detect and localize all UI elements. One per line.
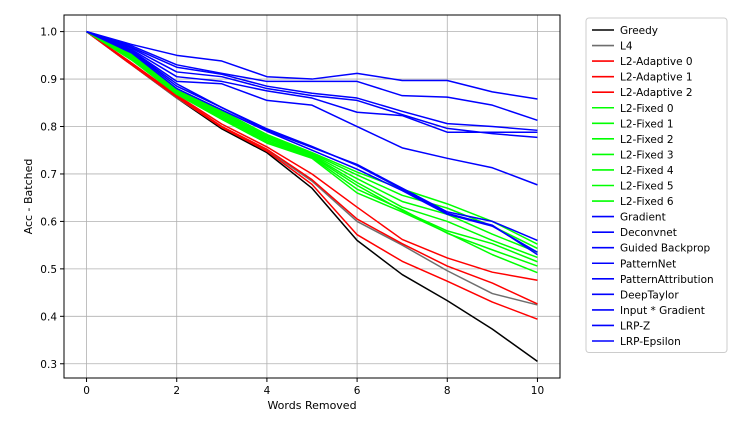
series-line-19 bbox=[86, 30, 538, 122]
x-axis-label: Words Removed bbox=[267, 399, 356, 412]
plot-frame bbox=[63, 14, 561, 379]
series-line-9 bbox=[86, 30, 538, 253]
y-tick-label: 1.0 bbox=[40, 27, 57, 39]
series-line-3 bbox=[86, 31, 538, 305]
legend-label: PatternAttribution bbox=[620, 274, 714, 286]
legend-label: L4 bbox=[620, 41, 633, 53]
y-axis-ticks: 0.3 0.4 0.5 0.6 0.7 0.8 0.9 1.0 bbox=[40, 27, 64, 371]
legend: Greedy L4 L2-Adaptive 0 L2-Adaptive 1 L2-Ada… bbox=[585, 17, 728, 354]
y-axis-label: Acc - Batched bbox=[22, 159, 35, 235]
series-line-20 bbox=[86, 30, 538, 100]
series-line-15 bbox=[86, 30, 538, 186]
legend-label: Deconvnet bbox=[620, 227, 677, 239]
legend-label: L2-Adaptive 2 bbox=[620, 87, 693, 99]
series-line-14 bbox=[86, 30, 538, 242]
legend-label: L2-Fixed 4 bbox=[620, 165, 674, 177]
series-line-6 bbox=[86, 30, 538, 267]
legend-label: L2-Fixed 6 bbox=[620, 196, 674, 208]
y-tick-label: 0.9 bbox=[40, 74, 57, 86]
series-line-16 bbox=[86, 30, 538, 133]
x-axis-ticks: 0 2 4 6 8 10 bbox=[83, 378, 544, 397]
x-tick-label: 8 bbox=[444, 385, 451, 397]
series-line-2 bbox=[86, 31, 538, 320]
legend-label: L2-Fixed 5 bbox=[620, 181, 674, 193]
legend-label: LRP-Z bbox=[620, 320, 650, 332]
legend-label: L2-Fixed 3 bbox=[620, 149, 674, 161]
series-line-10 bbox=[86, 30, 538, 250]
legend-label: Greedy bbox=[620, 25, 658, 37]
series-line-7 bbox=[86, 30, 538, 263]
series-line-13 bbox=[86, 30, 538, 256]
legend-label: L2-Fixed 0 bbox=[620, 103, 674, 115]
x-tick-label: 2 bbox=[173, 385, 180, 397]
series-line-12 bbox=[86, 30, 538, 253]
series-line-5 bbox=[86, 30, 538, 274]
legend-label: L2-Fixed 2 bbox=[620, 134, 674, 146]
legend-label: Input * Gradient bbox=[620, 305, 705, 317]
legend-box bbox=[585, 17, 728, 354]
y-tick-label: 0.8 bbox=[40, 122, 57, 134]
series-line-17 bbox=[86, 30, 538, 139]
legend-label: DeepTaylor bbox=[620, 289, 679, 301]
y-tick-label: 0.7 bbox=[40, 169, 57, 181]
legend-label: L2-Adaptive 0 bbox=[620, 56, 693, 68]
legend-label: L2-Adaptive 1 bbox=[620, 72, 693, 84]
legend-label: PatternNet bbox=[620, 258, 676, 270]
series-line-8 bbox=[86, 30, 538, 259]
x-tick-label: 0 bbox=[83, 385, 90, 397]
x-tick-label: 10 bbox=[531, 385, 544, 397]
series-line-18 bbox=[86, 30, 538, 132]
y-tick-label: 0.4 bbox=[40, 311, 57, 323]
legend-label: LRP-Epsilon bbox=[620, 336, 681, 348]
y-tick-label: 0.5 bbox=[40, 264, 57, 276]
legend-label: Guided Backprop bbox=[620, 243, 711, 255]
series-line-4 bbox=[86, 30, 538, 281]
x-tick-label: 6 bbox=[354, 385, 361, 397]
y-tick-label: 0.6 bbox=[40, 216, 57, 228]
x-tick-label: 4 bbox=[264, 385, 271, 397]
legend-label: L2-Fixed 1 bbox=[620, 118, 674, 130]
series-lines bbox=[86, 30, 538, 362]
y-tick-label: 0.3 bbox=[40, 359, 57, 371]
legend-label: Gradient bbox=[620, 212, 666, 224]
